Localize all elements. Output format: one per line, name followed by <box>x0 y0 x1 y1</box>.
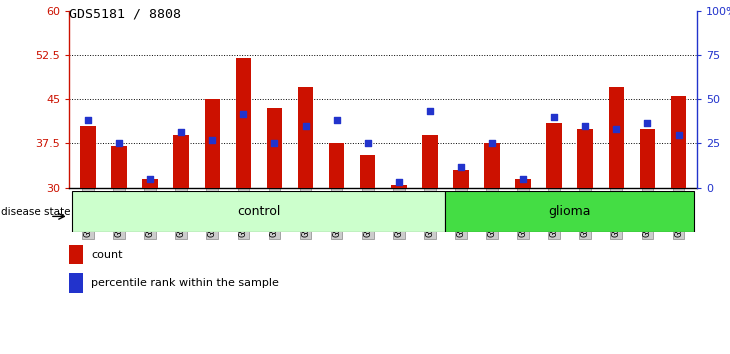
Text: disease state: disease state <box>1 206 70 217</box>
Bar <box>142 179 158 188</box>
Point <box>82 117 94 122</box>
Bar <box>111 146 127 188</box>
Bar <box>360 155 375 188</box>
Point <box>642 120 653 126</box>
Bar <box>671 96 686 188</box>
Bar <box>204 99 220 188</box>
Text: percentile rank within the sample: percentile rank within the sample <box>91 278 279 288</box>
Point <box>113 141 125 146</box>
Bar <box>639 129 656 188</box>
Point <box>269 141 280 146</box>
Bar <box>236 58 251 188</box>
Point <box>486 141 498 146</box>
Point <box>175 129 187 135</box>
Point <box>300 123 312 129</box>
Point <box>237 111 249 117</box>
Bar <box>69 245 83 264</box>
Point <box>518 176 529 182</box>
Text: count: count <box>91 250 123 259</box>
Text: glioma: glioma <box>548 205 591 218</box>
Bar <box>515 179 531 188</box>
Text: GDS5181 / 8808: GDS5181 / 8808 <box>69 7 181 20</box>
Point <box>580 123 591 129</box>
Point <box>672 132 684 137</box>
Point <box>455 164 466 170</box>
Bar <box>609 87 624 188</box>
Bar <box>577 129 593 188</box>
Bar <box>72 191 445 232</box>
Bar <box>80 126 96 188</box>
Bar <box>328 143 345 188</box>
Bar <box>422 135 438 188</box>
Point <box>424 108 436 114</box>
Point <box>393 179 404 184</box>
Bar <box>298 87 313 188</box>
Point <box>610 126 622 131</box>
Bar <box>266 108 283 188</box>
Text: control: control <box>237 205 280 218</box>
Bar <box>391 185 407 188</box>
Point <box>145 176 156 182</box>
Bar <box>174 135 189 188</box>
Bar <box>445 191 694 232</box>
Bar <box>484 143 500 188</box>
Point <box>548 114 560 120</box>
Bar <box>547 123 562 188</box>
Bar <box>69 273 83 293</box>
Point <box>331 117 342 122</box>
Bar <box>453 170 469 188</box>
Point <box>207 138 218 143</box>
Point <box>362 141 374 146</box>
